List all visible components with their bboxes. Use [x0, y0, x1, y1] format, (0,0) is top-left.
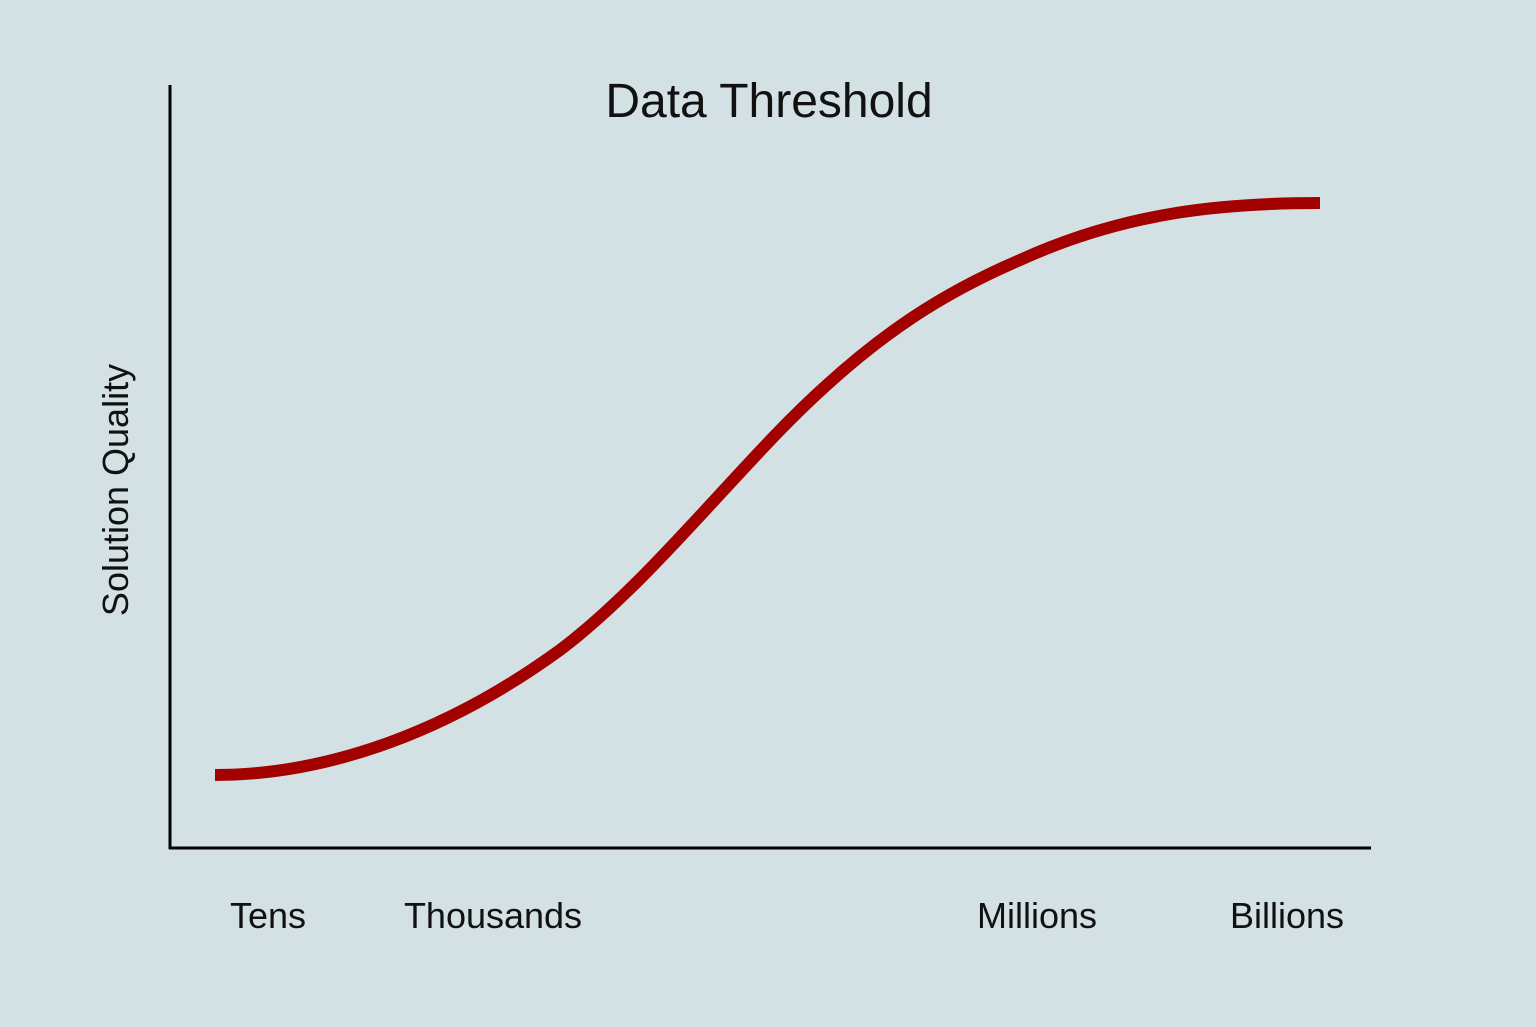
x-label: Millions [977, 895, 1097, 936]
x-label: Billions [1230, 895, 1344, 936]
y-axis-label: Solution Quality [95, 364, 136, 616]
x-label: Thousands [404, 895, 582, 936]
s-curve [214, 197, 1321, 781]
x-label: Tens [230, 895, 306, 936]
title: Data Threshold [605, 75, 932, 128]
